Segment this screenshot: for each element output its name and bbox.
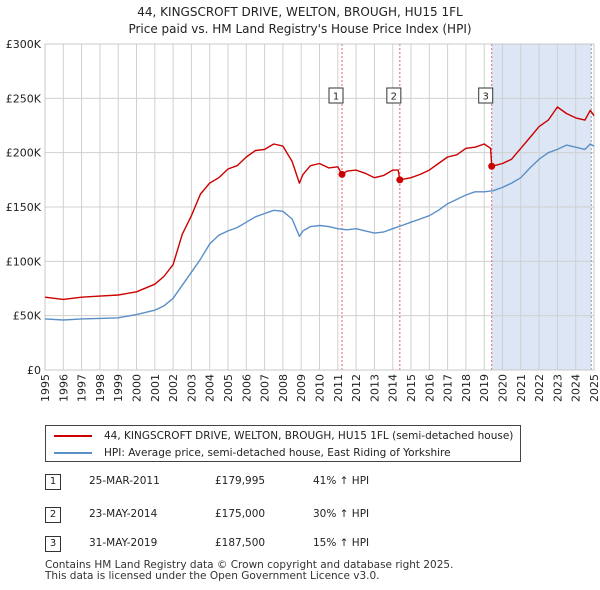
x-tick-label: 2005 <box>222 374 235 402</box>
legend-item-hpi: HPI: Average price, semi-detached house,… <box>54 445 451 461</box>
y-tick-label: £200K <box>6 147 42 160</box>
sale-price: £187,500 <box>215 537 266 549</box>
chart-title-line1: 44, KINGSCROFT DRIVE, WELTON, BROUGH, HU… <box>137 5 463 19</box>
x-tick-label: 2008 <box>277 374 290 402</box>
sale-price: £175,000 <box>215 508 266 520</box>
sale-marker-label: 1 <box>333 92 339 103</box>
sale-marker-label: 3 <box>483 92 489 103</box>
y-tick-label: £0 <box>27 364 41 377</box>
x-tick-label: 2016 <box>423 374 436 402</box>
sale-marker-box <box>386 87 402 104</box>
x-tick-label: 2001 <box>149 374 162 402</box>
legend-label-property: 44, KINGSCROFT DRIVE, WELTON, BROUGH, HU… <box>104 430 514 442</box>
x-tick-label: 1996 <box>57 374 70 402</box>
sale-date: 25-MAR-2011 <box>89 475 160 487</box>
x-tick-label: 2020 <box>497 374 510 402</box>
x-tick-label: 2019 <box>478 374 491 402</box>
y-tick-label: £300K <box>6 38 42 51</box>
sale-point <box>338 170 346 178</box>
chart-title-line2: Price paid vs. HM Land Registry's House … <box>128 22 472 36</box>
footer-attribution: Contains HM Land Registry data © Crown c… <box>45 560 453 582</box>
y-tick-label: £50K <box>13 310 42 323</box>
y-tick-label: £100K <box>6 255 42 268</box>
x-tick-label: 2015 <box>405 374 418 402</box>
x-tick-label: 1999 <box>112 374 125 402</box>
sale-row: 3 31-MAY-2019 £187,500 15% ↑ HPI <box>45 536 445 556</box>
price-chart: 1 2 3 £0 £50K £100K £150K £200K £250K £300K 1995 1… <box>6 38 600 402</box>
legend-label-hpi: HPI: Average price, semi-detached house,… <box>104 447 451 459</box>
x-tick-label: 2024 <box>570 374 583 402</box>
x-tick-label: 2011 <box>332 374 345 402</box>
plot-frame <box>44 43 595 371</box>
x-tick-label: 2025 <box>588 374 600 402</box>
sale-hpi-change: 41% ↑ HPI <box>313 475 370 487</box>
x-tick-label: 1998 <box>94 374 107 402</box>
chart-title: 44, KINGSCROFT DRIVE, WELTON, BROUGH, HU… <box>0 4 600 38</box>
x-tick-label: 2007 <box>259 374 272 402</box>
legend-swatch-hpi <box>54 452 92 454</box>
x-tick-label: 1995 <box>39 374 52 402</box>
legend-item-property: 44, KINGSCROFT DRIVE, WELTON, BROUGH, HU… <box>54 428 513 444</box>
sale-marker-badge: 1 <box>328 87 344 104</box>
x-tick-label: 2009 <box>295 374 308 402</box>
sale-marker-box <box>478 87 494 104</box>
series-line-property <box>44 106 595 301</box>
x-tick-label: 2014 <box>387 374 400 402</box>
x-tick-label: 2004 <box>204 374 217 402</box>
x-tick-label: 2022 <box>533 374 546 402</box>
sale-marker-badge: 2 <box>386 87 402 104</box>
footer-line1: Contains HM Land Registry data © Crown c… <box>45 559 454 571</box>
x-tick-label: 2017 <box>442 374 455 402</box>
sale-number-badge: 2 <box>45 507 61 523</box>
sale-number-badge: 1 <box>45 474 61 490</box>
sale-marker-label: 2 <box>391 92 397 103</box>
sale-hpi-change: 30% ↑ HPI <box>313 508 370 520</box>
x-tick-label: 2002 <box>167 374 180 402</box>
sale-price: £179,995 <box>215 475 266 487</box>
series-line-hpi <box>44 143 595 321</box>
x-tick-label: 2003 <box>185 374 198 402</box>
legend-swatch-property <box>54 435 92 437</box>
x-tick-label: 2021 <box>515 374 528 402</box>
x-tick-label: 1997 <box>76 374 89 402</box>
footer-line2: This data is licensed under the Open Gov… <box>45 570 380 582</box>
x-tick-label: 2018 <box>460 374 473 402</box>
sale-date: 23-MAY-2014 <box>89 508 158 520</box>
sale-marker-badge: 3 <box>478 87 494 104</box>
sale-date: 31-MAY-2019 <box>89 537 158 549</box>
sale-point <box>396 176 404 184</box>
x-tick-label: 2023 <box>551 374 564 402</box>
sale-row: 1 25-MAR-2011 £179,995 41% ↑ HPI <box>45 474 445 494</box>
x-tick-label: 2010 <box>314 374 327 402</box>
x-tick-label: 2012 <box>350 374 363 402</box>
sale-hpi-change: 15% ↑ HPI <box>313 537 370 549</box>
legend: 44, KINGSCROFT DRIVE, WELTON, BROUGH, HU… <box>45 425 521 462</box>
sale-row: 2 23-MAY-2014 £175,000 30% ↑ HPI <box>45 507 445 527</box>
sale-marker-box <box>328 87 344 104</box>
x-tick-label: 2013 <box>368 374 381 402</box>
x-tick-label: 2000 <box>131 374 144 402</box>
sale-number-badge: 3 <box>45 536 61 552</box>
x-tick-label: 2006 <box>240 374 253 402</box>
y-tick-label: £150K <box>6 201 42 214</box>
y-tick-label: £250K <box>6 92 42 105</box>
sale-point <box>488 162 496 170</box>
